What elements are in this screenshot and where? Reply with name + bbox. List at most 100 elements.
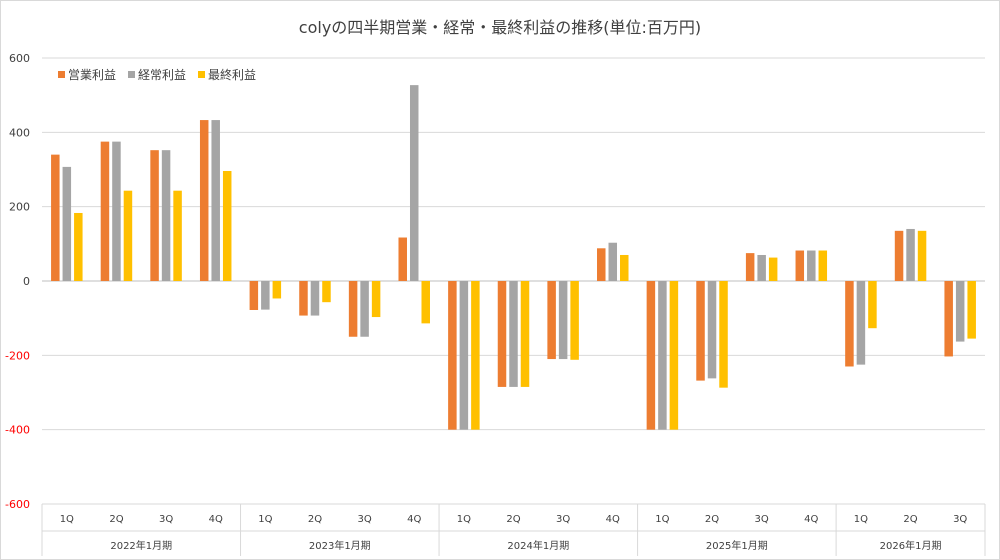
bar-2-8 xyxy=(409,85,419,281)
group-label-5: 2026年1月期 xyxy=(880,539,942,552)
bar-2-18 xyxy=(906,228,915,281)
bar-1-2 xyxy=(100,141,110,281)
bar-3-4 xyxy=(222,170,232,281)
bar-2-7 xyxy=(360,281,369,337)
bar-1-14 xyxy=(696,281,705,381)
bar-1-10 xyxy=(497,281,507,387)
bar-1-8 xyxy=(398,237,407,281)
legend-swatch xyxy=(198,71,206,78)
bar-3-11 xyxy=(570,281,579,360)
bar-1-11 xyxy=(547,281,556,360)
legend-label: 営業利益 xyxy=(68,68,117,82)
bar-3-3 xyxy=(173,190,182,281)
bar-3-15 xyxy=(768,257,778,281)
x-tick-label-2: 2Q xyxy=(109,514,123,525)
bar-1-19 xyxy=(944,281,953,357)
group-label-4: 2025年1月期 xyxy=(706,539,768,552)
bar-3-13 xyxy=(669,281,679,430)
y-tick-label-6: -600 xyxy=(5,498,30,511)
x-tick-label-16: 4Q xyxy=(804,514,818,525)
bar-2-10 xyxy=(509,281,518,387)
bar-1-6 xyxy=(299,281,308,316)
bar-2-2 xyxy=(112,141,121,281)
bar-3-12 xyxy=(620,254,629,281)
x-tick-label-7: 3Q xyxy=(357,514,371,525)
bar-3-14 xyxy=(719,281,728,388)
x-tick-label-3: 3Q xyxy=(159,514,173,525)
x-tick-label-19: 3Q xyxy=(953,514,967,525)
bar-1-9 xyxy=(448,281,457,430)
bar-2-16 xyxy=(807,250,816,281)
y-tick-label-4: -200 xyxy=(5,349,30,362)
bar-2-13 xyxy=(658,281,667,430)
chart-title: colyの四半期営業・経常・最終利益の推移(単位:百万円) xyxy=(298,18,702,37)
x-tick-label-17: 1Q xyxy=(854,514,868,525)
group-label-3: 2024年1月期 xyxy=(507,539,569,552)
legend-item-2: 経常利益 xyxy=(128,66,186,83)
bar-3-2 xyxy=(123,190,133,281)
bar-1-15 xyxy=(745,253,755,281)
x-tick-label-1: 1Q xyxy=(60,514,74,525)
bar-1-13 xyxy=(646,281,656,430)
bar-1-17 xyxy=(845,281,854,367)
legend: 営業利益 経常利益 最終利益 xyxy=(58,66,256,83)
y-tick-label-2: 200 xyxy=(9,201,30,214)
bar-1-3 xyxy=(150,150,159,281)
bar-1-18 xyxy=(894,230,904,281)
x-tick-label-9: 1Q xyxy=(457,514,471,525)
bar-2-9 xyxy=(459,281,469,430)
bar-1-12 xyxy=(597,248,606,281)
bar-3-17 xyxy=(868,281,877,329)
bar-2-15 xyxy=(757,254,766,281)
bar-1-4 xyxy=(199,120,209,282)
legend-label: 経常利益 xyxy=(138,68,187,82)
x-tick-label-13: 1Q xyxy=(655,514,669,525)
group-label-1: 2022年1月期 xyxy=(110,539,172,552)
bar-2-19 xyxy=(955,281,965,342)
bar-1-1 xyxy=(51,154,60,281)
bar-3-7 xyxy=(371,281,381,318)
bar-1-7 xyxy=(348,281,358,337)
bar-1-5 xyxy=(249,281,259,310)
bar-2-1 xyxy=(62,166,72,281)
legend-swatch xyxy=(128,71,136,78)
bar-3-1 xyxy=(74,212,83,281)
bar-2-3 xyxy=(161,150,171,281)
x-tick-label-12: 4Q xyxy=(606,514,620,525)
bar-3-16 xyxy=(818,250,828,281)
x-tick-label-15: 3Q xyxy=(755,514,769,525)
y-tick-label-1: 400 xyxy=(9,126,30,139)
bar-2-12 xyxy=(608,242,618,281)
x-tick-label-18: 2Q xyxy=(903,514,917,525)
bar-2-6 xyxy=(310,281,320,316)
legend-label: 最終利益 xyxy=(208,68,257,82)
group-label-2: 2023年1月期 xyxy=(309,539,371,552)
bar-1-16 xyxy=(795,250,805,281)
bar-2-5 xyxy=(261,281,270,310)
bar-3-8 xyxy=(421,281,430,324)
bar-3-9 xyxy=(471,281,480,430)
x-tick-label-4: 4Q xyxy=(209,514,223,525)
x-tick-label-5: 1Q xyxy=(258,514,272,525)
y-tick-label-0: 600 xyxy=(9,52,30,65)
bar-2-14 xyxy=(707,281,717,379)
bar-3-6 xyxy=(322,281,331,303)
bar-3-10 xyxy=(520,281,530,387)
legend-item-1: 営業利益 xyxy=(58,66,116,83)
legend-swatch xyxy=(58,71,65,78)
bar-3-5 xyxy=(272,281,282,299)
x-tick-label-11: 3Q xyxy=(556,514,570,525)
x-tick-label-8: 4Q xyxy=(407,514,421,525)
bar-2-11 xyxy=(558,281,568,360)
y-tick-label-3: 0 xyxy=(23,275,30,288)
x-tick-label-6: 2Q xyxy=(308,514,322,525)
x-tick-label-14: 2Q xyxy=(705,514,719,525)
legend-item-3: 最終利益 xyxy=(198,66,256,83)
y-tick-label-5: -400 xyxy=(5,424,30,437)
bar-3-18 xyxy=(917,230,927,281)
bar-2-17 xyxy=(856,281,866,365)
bar-3-19 xyxy=(967,281,976,339)
x-tick-label-10: 2Q xyxy=(506,514,520,525)
bar-2-4 xyxy=(211,120,220,282)
